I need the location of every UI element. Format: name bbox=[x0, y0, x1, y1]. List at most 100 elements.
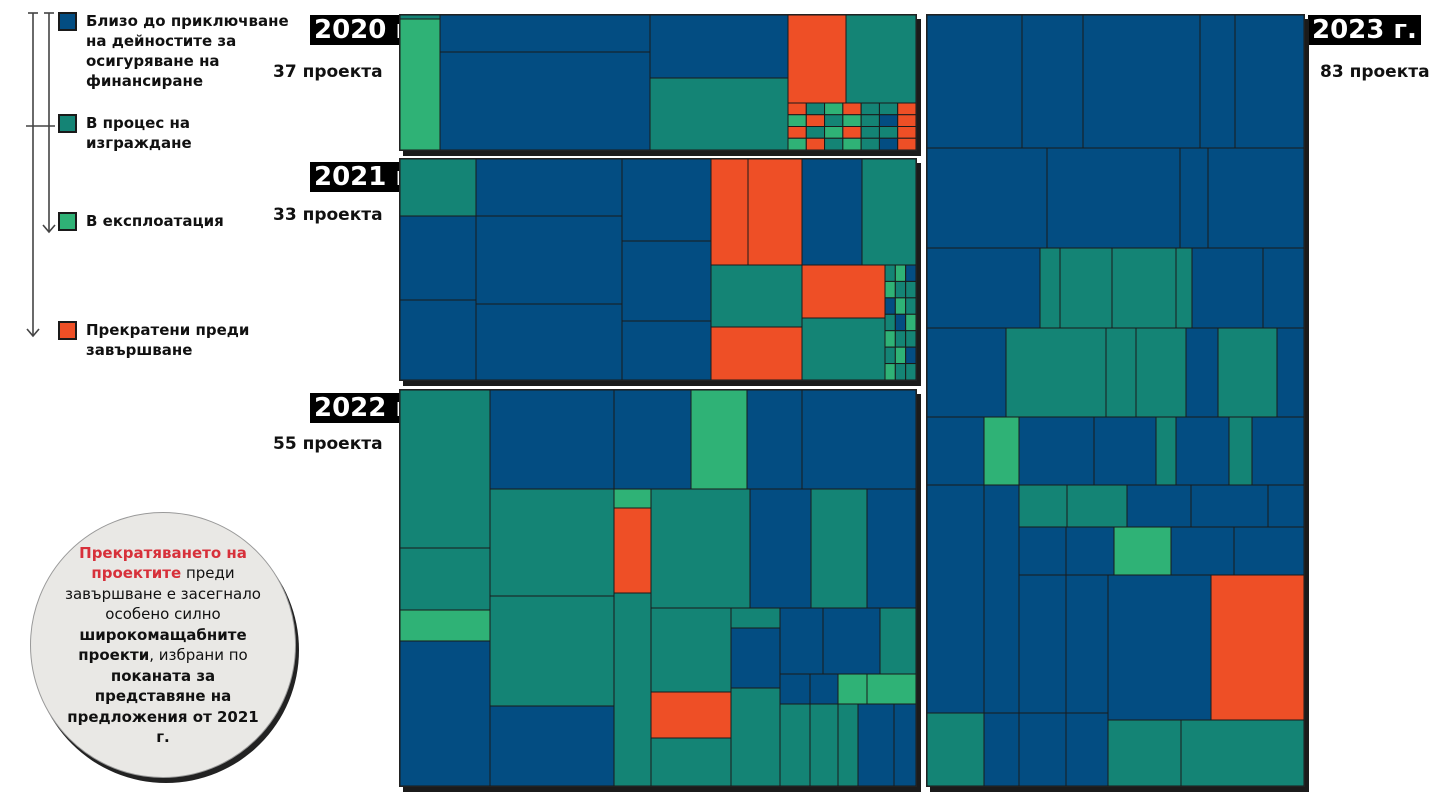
treemap-2022-project-3 bbox=[400, 609, 491, 642]
treemap-2020-project-13 bbox=[878, 102, 899, 116]
treemap-2022-project-6 bbox=[489, 488, 615, 597]
treemap-2020-project-29 bbox=[787, 137, 807, 150]
treemap-2020-project-1 bbox=[400, 15, 441, 150]
treemap-2021-project-11 bbox=[747, 159, 803, 266]
treemap-2022-svg bbox=[400, 390, 916, 786]
treemap-2023-project-10 bbox=[927, 247, 1041, 329]
legend-label-operational: В експлоатация bbox=[86, 212, 224, 230]
treemap-2022-project-9 bbox=[613, 390, 692, 490]
treemap-2020-svg bbox=[400, 15, 916, 150]
treemap-2023-project-25 bbox=[983, 416, 1020, 486]
legend-item-construction: В процес на изграждане bbox=[58, 113, 248, 153]
treemap-2022-project-16 bbox=[650, 488, 751, 609]
treemap-2022-project-26 bbox=[779, 607, 824, 675]
treemap-2021-project-34 bbox=[884, 346, 896, 365]
treemap-2021-project-8 bbox=[621, 240, 712, 322]
count-label-2020: 37 проекта bbox=[273, 62, 383, 82]
treemap-2021-project-29 bbox=[894, 313, 907, 332]
legend-swatch-construction bbox=[58, 114, 77, 133]
treemap-2021-project-21 bbox=[905, 264, 916, 282]
treemap-2021-project-23 bbox=[894, 280, 907, 299]
treemap-2021-project-31 bbox=[884, 330, 896, 348]
treemap-2021 bbox=[399, 158, 917, 381]
treemap-2023-project-9 bbox=[1207, 147, 1304, 249]
treemap-2023-project-21 bbox=[1185, 327, 1219, 418]
treemap-2020-project-8 bbox=[787, 102, 807, 116]
treemap-2020 bbox=[399, 14, 917, 151]
treemap-2020-project-21 bbox=[897, 114, 916, 127]
treemap-2022-project-23 bbox=[730, 607, 781, 629]
treemap-2020-project-32 bbox=[842, 137, 862, 150]
treemap-2022-project-37 bbox=[893, 703, 916, 786]
treemap-2023-project-48 bbox=[927, 712, 985, 786]
treemap-2023-project-41 bbox=[1113, 526, 1172, 576]
treemap-2020-project-3 bbox=[439, 51, 651, 150]
treemap-2023-project-3 bbox=[1082, 15, 1201, 149]
treemap-2022-project-32 bbox=[866, 673, 916, 705]
treemap-2023-project-45 bbox=[1065, 574, 1109, 714]
treemap-2023-project-6 bbox=[927, 147, 1048, 249]
legend-item-operational: В експлоатация bbox=[58, 211, 278, 231]
treemap-2023-project-51 bbox=[1065, 712, 1109, 786]
treemap-2020-project-6 bbox=[787, 15, 847, 104]
treemap-2021-project-6 bbox=[475, 303, 623, 380]
callout-text-2: , избрани по bbox=[149, 646, 248, 664]
treemap-2022-project-25 bbox=[730, 687, 781, 786]
legend-label-construction: В процес на изграждане bbox=[86, 114, 192, 152]
treemap-2023-project-32 bbox=[927, 484, 985, 714]
treemap-2022-project-7 bbox=[489, 595, 615, 707]
treemap-2023-project-1 bbox=[927, 15, 1023, 149]
treemap-2020-project-20 bbox=[878, 114, 899, 127]
callout-text-1: преди завършване е засегнало особено сил… bbox=[65, 564, 261, 623]
treemap-2022-project-34 bbox=[809, 703, 839, 786]
treemap-2021-project-39 bbox=[905, 363, 916, 380]
treemap-2020-project-22 bbox=[787, 126, 807, 139]
treemap-2022-project-24 bbox=[730, 627, 781, 689]
treemap-2021-project-19 bbox=[884, 264, 896, 282]
treemap-2023-project-36 bbox=[1126, 484, 1192, 528]
treemap-2022-project-11 bbox=[746, 390, 803, 490]
callout-text: Прекратяването на проектите преди завърш… bbox=[61, 543, 265, 748]
treemap-2021-project-32 bbox=[894, 330, 907, 348]
treemap-2021-project-38 bbox=[894, 363, 907, 380]
treemap-2023-project-19 bbox=[1105, 327, 1137, 418]
treemap-2023-project-46 bbox=[1107, 574, 1212, 721]
treemap-2023-project-40 bbox=[1065, 526, 1115, 576]
treemap-2023-project-37 bbox=[1190, 484, 1269, 528]
treemap-2020-project-9 bbox=[805, 102, 826, 116]
treemap-2023-project-47 bbox=[1210, 574, 1304, 721]
treemap-2022-project-5 bbox=[489, 390, 615, 490]
callout-bold-1: широкомащабните проекти bbox=[78, 625, 247, 665]
treemap-2020-project-17 bbox=[824, 114, 844, 127]
treemap-2021-project-3 bbox=[400, 299, 477, 380]
treemap-2022 bbox=[399, 389, 917, 787]
treemap-2023-project-44 bbox=[1018, 574, 1067, 714]
treemap-2020-project-12 bbox=[860, 102, 880, 116]
treemap-2021-svg bbox=[400, 159, 916, 380]
treemap-2021-project-33 bbox=[905, 330, 916, 348]
treemap-2023-project-20 bbox=[1135, 327, 1187, 418]
treemap-2023-project-28 bbox=[1155, 416, 1177, 486]
treemap-2020-project-7 bbox=[845, 15, 916, 104]
treemap-2022-project-4 bbox=[400, 640, 491, 786]
treemap-2023-project-8 bbox=[1179, 147, 1209, 249]
treemap-2022-project-17 bbox=[749, 488, 812, 609]
treemap-2020-project-23 bbox=[805, 126, 826, 139]
treemap-2023-project-12 bbox=[1059, 247, 1113, 329]
treemap-2020-project-24 bbox=[824, 126, 844, 139]
treemap-2022-project-35 bbox=[837, 703, 859, 786]
treemap-2021-project-10 bbox=[710, 159, 749, 266]
treemap-2022-project-36 bbox=[857, 703, 895, 786]
treemap-2021-project-30 bbox=[905, 313, 916, 332]
treemap-2020-project-14 bbox=[897, 102, 916, 116]
treemap-2020-project-19 bbox=[860, 114, 880, 127]
count-label-2021: 33 проекта bbox=[273, 205, 383, 225]
callout-bold-2: поканата за представяне на предложения о… bbox=[67, 666, 259, 747]
legend-item-terminated: Прекратени преди завършване bbox=[58, 320, 288, 360]
treemap-2023-project-27 bbox=[1093, 416, 1157, 486]
treemap-2022-project-33 bbox=[779, 703, 811, 786]
treemap-2021-project-16 bbox=[801, 264, 886, 319]
treemap-2023-project-53 bbox=[1180, 719, 1304, 786]
treemap-2022-project-30 bbox=[809, 673, 839, 705]
treemap-2020-project-28 bbox=[897, 126, 916, 139]
